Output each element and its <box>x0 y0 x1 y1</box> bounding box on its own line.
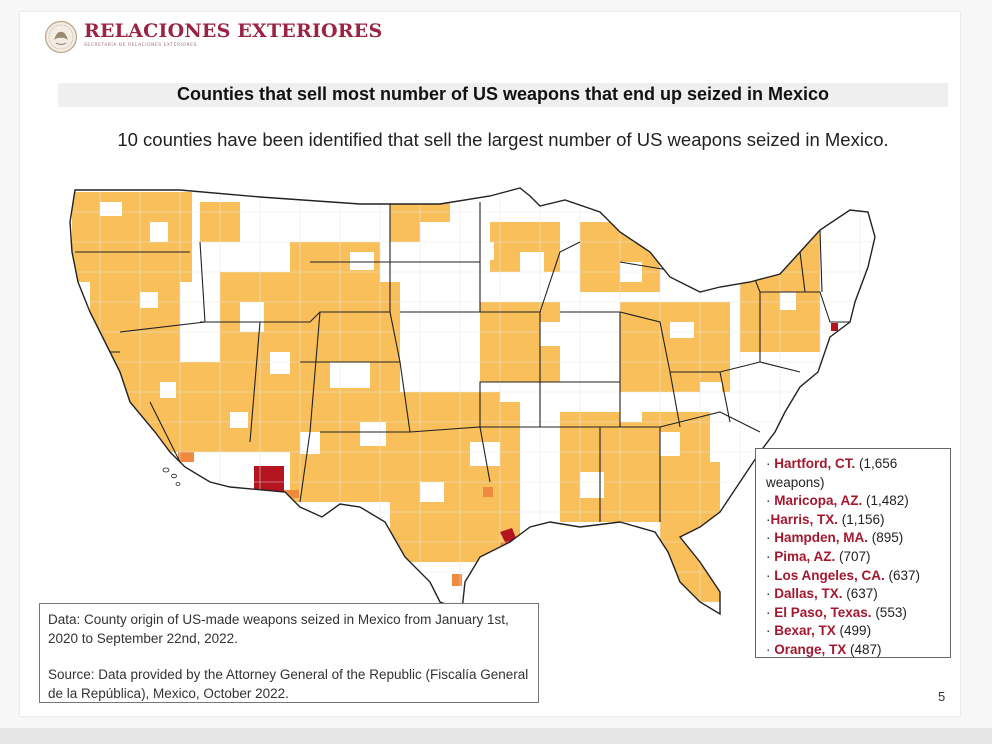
data-note: Data: County origin of US-made weapons s… <box>48 612 509 646</box>
slide-title: Counties that sell most number of US wea… <box>176 84 830 104</box>
us-county-map <box>69 187 876 615</box>
channel-islands <box>162 467 181 486</box>
legend-item: · Hampden, MA. (895) <box>766 530 904 546</box>
legend-item: · Pima, AZ. (707) <box>766 548 871 564</box>
mexican-eagle-seal-icon <box>44 20 78 54</box>
top-counties-legend: · Hartford, CT. (1,656 weapons) · Marico… <box>755 448 951 658</box>
bottom-strip <box>0 728 992 744</box>
legend-item: · El Paso, Texas. (553) <box>766 604 907 620</box>
county-high-shading <box>254 323 838 544</box>
title-bar <box>58 83 948 107</box>
legend-item: · Dallas, TX. (637) <box>766 586 878 602</box>
legend-item: · Bexar, TX (499) <box>766 623 872 639</box>
source-note: Source: Data provided by the Attorney Ge… <box>48 667 529 701</box>
legend-item: · Maricopa, AZ. (1,482) <box>766 493 909 509</box>
slide-subtitle: 10 counties have been identified that se… <box>117 129 889 150</box>
header-subtitle: SECRETARÍA DE RELACIONES EXTERIORES <box>84 43 197 48</box>
legend-item: · Orange, TX (487) <box>766 641 882 657</box>
page-number: 5 <box>938 689 946 704</box>
header-title: RELACIONES EXTERIORES <box>84 20 383 42</box>
state-borders <box>72 202 850 522</box>
slide: RELACIONES EXTERIORES SECRETARÍA DE RELA… <box>20 12 960 716</box>
data-source-note: Data: County origin of US-made weapons s… <box>39 603 539 703</box>
legend-item: · Los Angeles, CA. (637) <box>766 567 921 583</box>
legend-item: ·Harris, TX. (1,156) <box>766 511 885 527</box>
legend-item: · Hartford, CT. (1,656 weapons) <box>766 456 898 490</box>
